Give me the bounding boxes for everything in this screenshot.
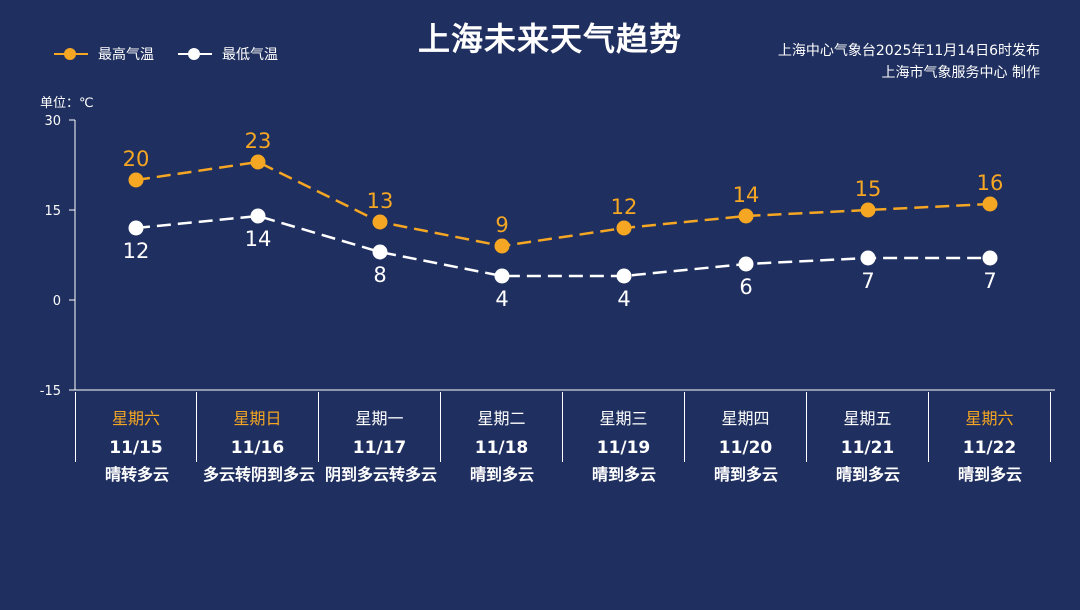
chart-title: 上海未来天气趋势 xyxy=(417,20,682,58)
data-label-low: 7 xyxy=(861,269,874,293)
day-column: 星期五 11/21 晴到多云 xyxy=(807,392,929,484)
legend-item-low: 最低气温 xyxy=(178,44,278,64)
data-label-low: 8 xyxy=(373,263,386,287)
series-line-low xyxy=(135,214,990,278)
day-column: 星期三 11/19 晴到多云 xyxy=(563,392,685,484)
legend: 最高气温 最低气温 xyxy=(54,44,302,64)
data-point-high xyxy=(128,172,144,188)
data-point-low xyxy=(982,250,998,266)
day-date: 11/20 xyxy=(718,438,773,458)
data-point-high xyxy=(494,238,510,254)
credit-issuer: 上海中心气象台2025年11月14日6时发布 xyxy=(777,43,1040,59)
day-column: 星期一 11/17 阴到多云转多云 xyxy=(319,392,441,484)
day-column: 星期四 11/20 晴到多云 xyxy=(685,392,807,484)
legend-label-high: 最高气温 xyxy=(98,47,154,63)
data-label-high: 15 xyxy=(855,177,882,201)
legend-label-low: 最低气温 xyxy=(222,47,278,63)
day-date: 11/19 xyxy=(596,438,651,458)
day-column: 星期六 11/15 晴转多云 xyxy=(75,392,197,484)
legend-swatch-low xyxy=(178,48,212,60)
data-point-low xyxy=(738,256,754,272)
day-column: 星期日 11/16 多云转阴到多云 xyxy=(197,392,319,484)
day-weather: 晴到多云 xyxy=(591,465,656,484)
day-weather: 晴到多云 xyxy=(469,465,534,484)
day-date: 11/21 xyxy=(840,438,895,458)
day-weather: 晴到多云 xyxy=(713,465,778,484)
unit-label: 单位：℃ xyxy=(40,96,94,111)
day-weather: 多云转阴到多云 xyxy=(203,465,316,484)
day-date: 11/22 xyxy=(962,438,1017,458)
day-date: 11/15 xyxy=(109,438,163,458)
data-point-low xyxy=(860,250,876,266)
data-label-high: 12 xyxy=(611,195,638,219)
data-label-high: 16 xyxy=(977,171,1004,195)
data-point-high xyxy=(372,214,388,230)
data-label-high: 14 xyxy=(733,183,760,207)
data-label-low: 6 xyxy=(739,275,752,299)
day-weekday: 星期一 xyxy=(355,409,404,428)
y-tick-label: 30 xyxy=(44,114,61,129)
day-column: 星期二 11/18 晴到多云 xyxy=(441,392,563,484)
day-weekday: 星期五 xyxy=(843,409,892,428)
credit-producer: 上海市气象服务中心 制作 xyxy=(881,65,1040,81)
series-line-high xyxy=(135,160,991,248)
day-weekday: 星期六 xyxy=(111,409,160,428)
data-point-high xyxy=(250,154,266,170)
data-point-low xyxy=(250,208,266,224)
data-label-high: 20 xyxy=(123,147,150,171)
data-point-high xyxy=(860,202,876,218)
day-weekday: 星期日 xyxy=(233,409,282,428)
day-date: 11/16 xyxy=(230,438,285,458)
data-point-low xyxy=(128,220,144,236)
data-point-low xyxy=(372,244,388,260)
data-point-low xyxy=(494,268,510,284)
day-weather: 阴到多云转多云 xyxy=(325,465,438,484)
data-label-low: 4 xyxy=(495,287,508,311)
data-label-high: 9 xyxy=(495,213,508,237)
data-point-high xyxy=(616,220,632,236)
day-column: 星期六 11/22 晴到多云 xyxy=(929,392,1051,484)
data-label-high: 23 xyxy=(245,129,272,153)
credit: 上海中心气象台2025年11月14日6时发布 上海市气象服务中心 制作 xyxy=(778,40,1040,84)
y-tick-label: 15 xyxy=(44,204,61,219)
day-columns: 星期六 11/15 晴转多云 星期日 11/16 多云转阴到多云 星期一 11/… xyxy=(75,392,1051,484)
day-weather: 晴转多云 xyxy=(104,465,169,484)
data-label-low: 4 xyxy=(617,287,630,311)
day-date: 11/17 xyxy=(352,438,407,458)
data-label-low: 7 xyxy=(983,269,996,293)
day-weekday: 星期三 xyxy=(599,409,648,428)
y-tick-label: -15 xyxy=(40,384,61,399)
day-weekday: 星期二 xyxy=(477,409,526,428)
legend-swatch-high xyxy=(54,48,88,60)
day-weather: 晴到多云 xyxy=(957,465,1022,484)
data-point-high xyxy=(738,208,754,224)
day-date: 11/18 xyxy=(474,438,529,458)
data-label-high: 13 xyxy=(367,189,394,213)
y-tick-label: 0 xyxy=(53,294,61,309)
data-point-high xyxy=(982,196,998,212)
legend-item-high: 最高气温 xyxy=(54,44,154,64)
day-weather: 晴到多云 xyxy=(835,465,900,484)
day-weekday: 星期六 xyxy=(965,409,1014,428)
data-label-low: 12 xyxy=(123,239,150,263)
data-label-low: 14 xyxy=(245,227,272,251)
data-point-low xyxy=(616,268,632,284)
day-weekday: 星期四 xyxy=(721,409,770,428)
